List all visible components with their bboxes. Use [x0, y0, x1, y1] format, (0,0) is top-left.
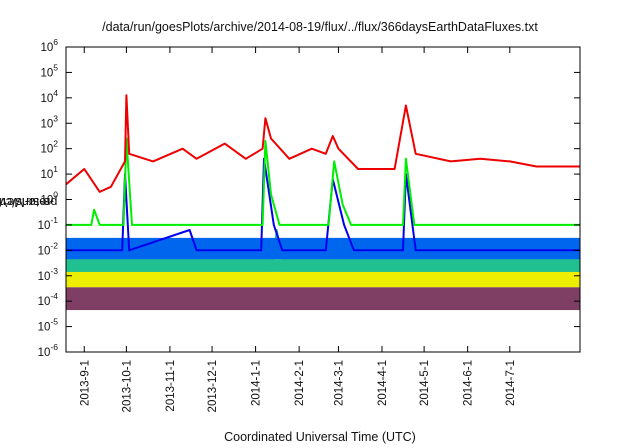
y-tick-label-1: 10-5 [38, 317, 59, 334]
x-tick-label-9: 2014-6-1 [463, 360, 475, 406]
x-tick-label-7: 2014-4-1 [377, 360, 389, 406]
y-tick-label-6: 100 [40, 190, 58, 207]
x-axis-label: Coordinated Universal Time (UTC) [224, 430, 416, 444]
chart-title: /data/run/goesPlots/archive/2014-08-19/f… [102, 20, 538, 34]
x-tick-label-3: 2013-12-1 [207, 360, 219, 412]
x-tick-label-6: 2014-3-1 [333, 360, 345, 406]
series-line-6 [66, 94, 580, 193]
y-tick-label-4: 10-2 [38, 240, 59, 257]
x-tick-label-1: 2013-10-1 [121, 360, 133, 412]
x-tick-label-4: 2014-1-1 [251, 360, 263, 406]
y-tick-label-11: 105 [40, 62, 58, 79]
x-tick-label-0: 2013-9-1 [79, 360, 91, 406]
y-tick-label-3: 10-3 [38, 266, 59, 283]
series-layer [66, 94, 580, 311]
y-tick-label-12: 106 [40, 37, 58, 54]
series-band-2 [66, 259, 580, 272]
series-band-0 [66, 287, 580, 311]
series-line-5 [66, 137, 580, 226]
y-tick-label-0: 10-6 [38, 342, 59, 359]
y-tick-label-8: 102 [40, 139, 58, 156]
series-band-1 [66, 271, 580, 288]
y-tick-label-10: 104 [40, 88, 58, 105]
y-tick-label-9: 103 [40, 113, 58, 130]
series-band-3 [66, 238, 580, 260]
y-tick-label-5: 10-1 [38, 215, 59, 232]
axes-layer: 10-6 10-5 10-4 10-3 10-2 10-1 100 101 102 103 104 1… [38, 37, 580, 412]
x-tick-label-10: 2014-7-1 [505, 360, 517, 406]
x-tick-label-8: 2014-5-1 [419, 360, 431, 406]
y-tick-label-7: 101 [40, 164, 58, 181]
x-tick-label-5: 2014-2-1 [294, 360, 306, 406]
y-tick-label-2: 10-4 [38, 291, 59, 308]
x-tick-label-2: 2013-11-1 [165, 360, 177, 412]
series-line-4 [66, 157, 580, 252]
